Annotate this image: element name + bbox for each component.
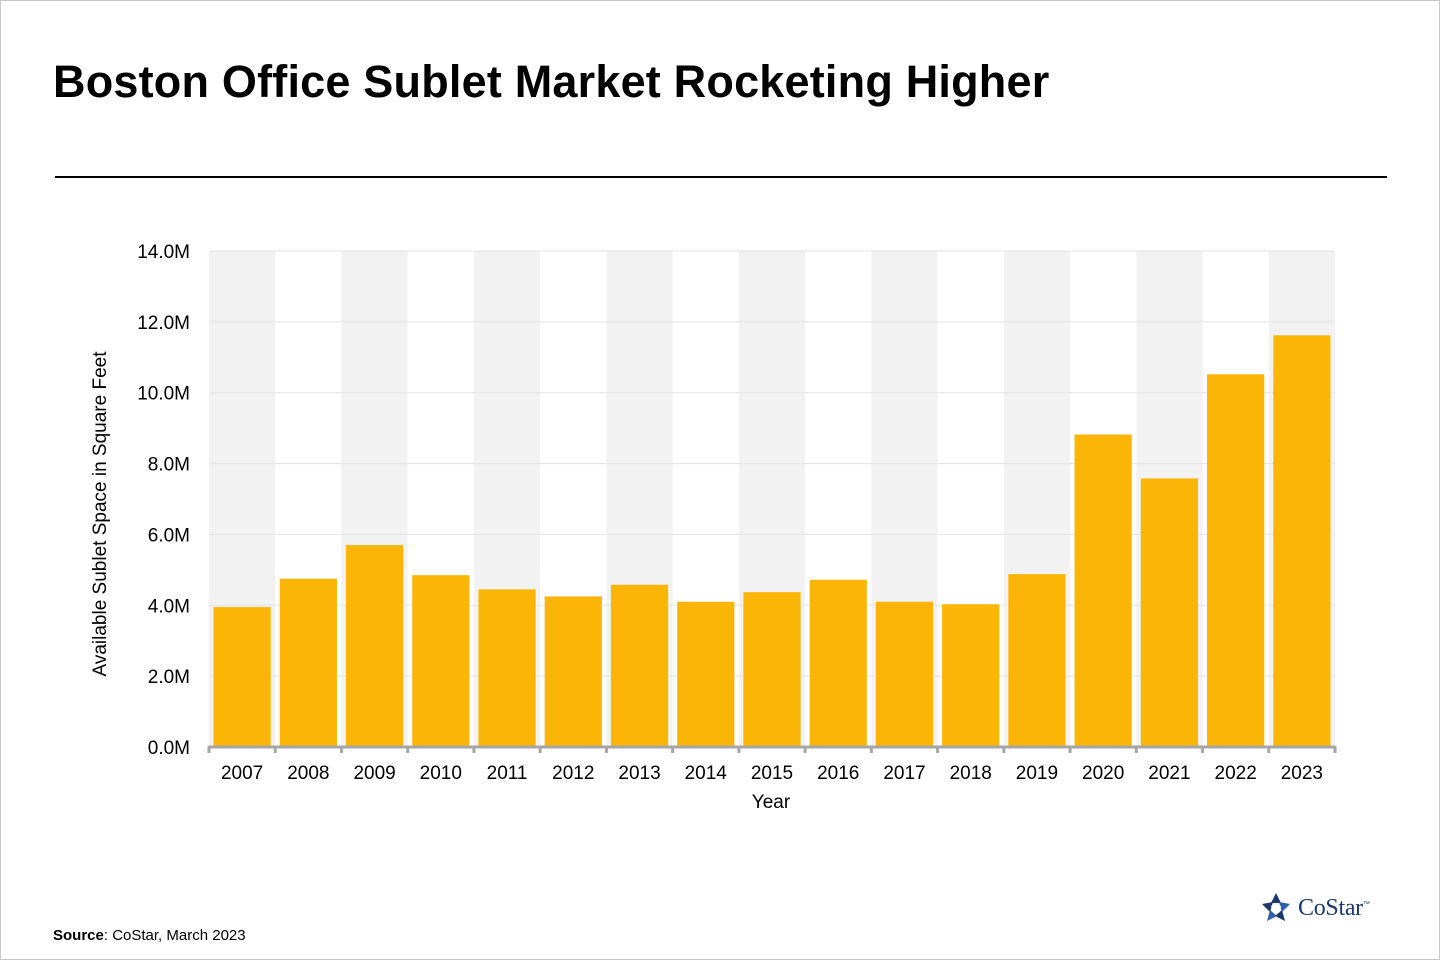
x-tick-label: 2022 [1215, 763, 1257, 784]
source-text: : CoStar, March 2023 [103, 927, 246, 944]
trademark-mark: ™ [1362, 900, 1370, 908]
x-tick-label: 2013 [618, 763, 660, 784]
chart-title: Boston Office Sublet Market Rocketing Hi… [53, 56, 1050, 107]
y-tick-label: 0.0M [148, 738, 190, 759]
bar-2020 [1074, 434, 1132, 747]
y-tick-label: 8.0M [148, 455, 190, 476]
bar-2016 [809, 579, 867, 747]
bar-2012 [544, 596, 602, 747]
x-tick-label: 2016 [817, 763, 859, 784]
bar-2008 [279, 578, 337, 747]
x-tick-label: 2010 [420, 763, 462, 784]
y-tick-labels: 0.0M 2.0M 4.0M 6.0M 8.0M 10.0M 12.0M 14.0M [137, 242, 190, 759]
bar-2017 [875, 601, 934, 747]
costar-star-icon [1262, 893, 1290, 921]
bar-2018 [942, 604, 1000, 747]
bar-2011 [478, 589, 536, 747]
bar-2013 [610, 584, 669, 747]
bar-2021 [1140, 478, 1199, 747]
x-tick-labels: 2007 2008 2009 2010 2011 2012 2013 2014 2015 2016… [221, 763, 1323, 784]
title-divider [55, 176, 1387, 178]
y-axis-label: Available Sublet Space in Square Feet [90, 351, 111, 677]
bar-2007 [213, 607, 271, 747]
x-tick-label: 2021 [1148, 763, 1190, 784]
x-tick-label: 2007 [221, 763, 263, 784]
bar-2023 [1273, 335, 1331, 747]
x-tick-label: 2009 [353, 763, 395, 784]
x-tick-label: 2018 [950, 763, 992, 784]
bar-2019 [1008, 574, 1066, 747]
logo-wordmark: CoStar [1298, 894, 1363, 921]
bar-2010 [412, 575, 470, 747]
x-tick-label: 2012 [552, 763, 594, 784]
costar-logo: CoStar™ [1260, 892, 1370, 924]
y-tick-label: 12.0M [137, 313, 190, 334]
logo-text: CoStar™ [1298, 895, 1370, 922]
y-tick-label: 6.0M [148, 525, 190, 546]
x-axis-label: Year [752, 792, 791, 813]
bars [213, 335, 1331, 747]
x-tick-label: 2008 [287, 763, 329, 784]
bar-2022 [1207, 374, 1265, 747]
x-tick-label: 2019 [1016, 763, 1058, 784]
bar-2015 [743, 592, 801, 747]
x-tick-label: 2011 [487, 763, 528, 784]
y-tick-label: 14.0M [137, 242, 190, 263]
x-tick-label: 2023 [1281, 763, 1323, 784]
y-tick-label: 2.0M [148, 667, 190, 688]
y-tick-label: 4.0M [148, 596, 190, 617]
bar-2009 [345, 545, 404, 747]
x-axis [207, 745, 1337, 753]
source-label: Source [53, 927, 104, 944]
x-tick-label: 2020 [1082, 763, 1124, 784]
y-tick-label: 10.0M [137, 384, 190, 405]
x-tick-label: 2014 [685, 763, 728, 784]
x-tick-label: 2015 [751, 763, 793, 784]
source-note: Source: CoStar, March 2023 [53, 927, 246, 944]
x-tick-label: 2017 [883, 763, 925, 784]
bar-2014 [677, 601, 735, 747]
